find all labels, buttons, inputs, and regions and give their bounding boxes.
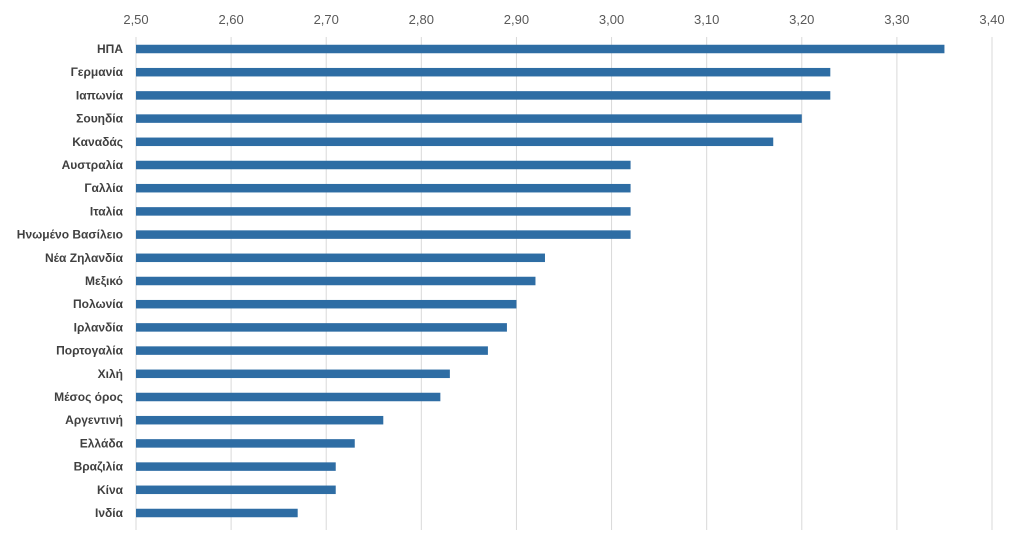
x-tick-label: 3,40 (979, 12, 1004, 27)
bar (136, 299, 517, 309)
bar (136, 207, 631, 216)
category-label: Χιλή (98, 367, 123, 381)
bar (136, 91, 831, 100)
bar (136, 137, 774, 147)
bar (136, 183, 631, 193)
category-label: Σουηδία (76, 112, 123, 126)
bar (136, 44, 945, 54)
category-label: ΗΠΑ (97, 42, 123, 56)
category-label: Αυστραλία (62, 158, 124, 172)
bar (136, 462, 336, 471)
bar (136, 439, 355, 448)
x-tick-label: 3,10 (694, 12, 719, 27)
category-label: Βραζιλία (74, 460, 124, 474)
category-label: Μέσος όρος (54, 390, 123, 404)
category-label: Γερμανία (71, 65, 124, 79)
category-label: Ελλάδα (80, 436, 124, 450)
bar (136, 67, 831, 77)
category-label: Ιαπωνία (76, 88, 124, 102)
category-label: Πολωνία (73, 297, 124, 311)
bar (136, 346, 488, 355)
category-label: Καναδάς (72, 135, 123, 149)
x-tick-label: 3,00 (599, 12, 624, 27)
x-tick-label: 2,50 (123, 12, 148, 27)
bar (136, 276, 536, 286)
category-label: Ιρλανδία (74, 320, 124, 334)
bar (136, 485, 336, 495)
bar (136, 253, 545, 263)
category-label: Πορτογαλία (56, 344, 123, 358)
category-label: Γαλλία (84, 181, 123, 195)
x-tick-label: 3,30 (884, 12, 909, 27)
category-label: Ιταλία (90, 204, 124, 218)
x-tick-label: 2,60 (218, 12, 243, 27)
bar (136, 323, 507, 332)
category-label: Νέα Ζηλανδία (45, 251, 124, 265)
x-tick-label: 2,90 (504, 12, 529, 27)
category-label: Ινδία (95, 506, 124, 520)
x-tick-label: 2,80 (409, 12, 434, 27)
bar (136, 160, 631, 170)
x-tick-label: 3,20 (789, 12, 814, 27)
category-label: Κίνα (97, 483, 124, 497)
bar (136, 508, 298, 518)
x-tick-label: 2,70 (314, 12, 339, 27)
bar (136, 415, 384, 425)
bar (136, 114, 802, 123)
category-label: Αργεντινή (65, 413, 123, 427)
category-label: Μεξικό (85, 274, 123, 288)
category-label: Ηνωμένο Βασίλειο (17, 228, 123, 242)
bar (136, 392, 441, 402)
bar (136, 369, 450, 379)
bar (136, 230, 631, 239)
